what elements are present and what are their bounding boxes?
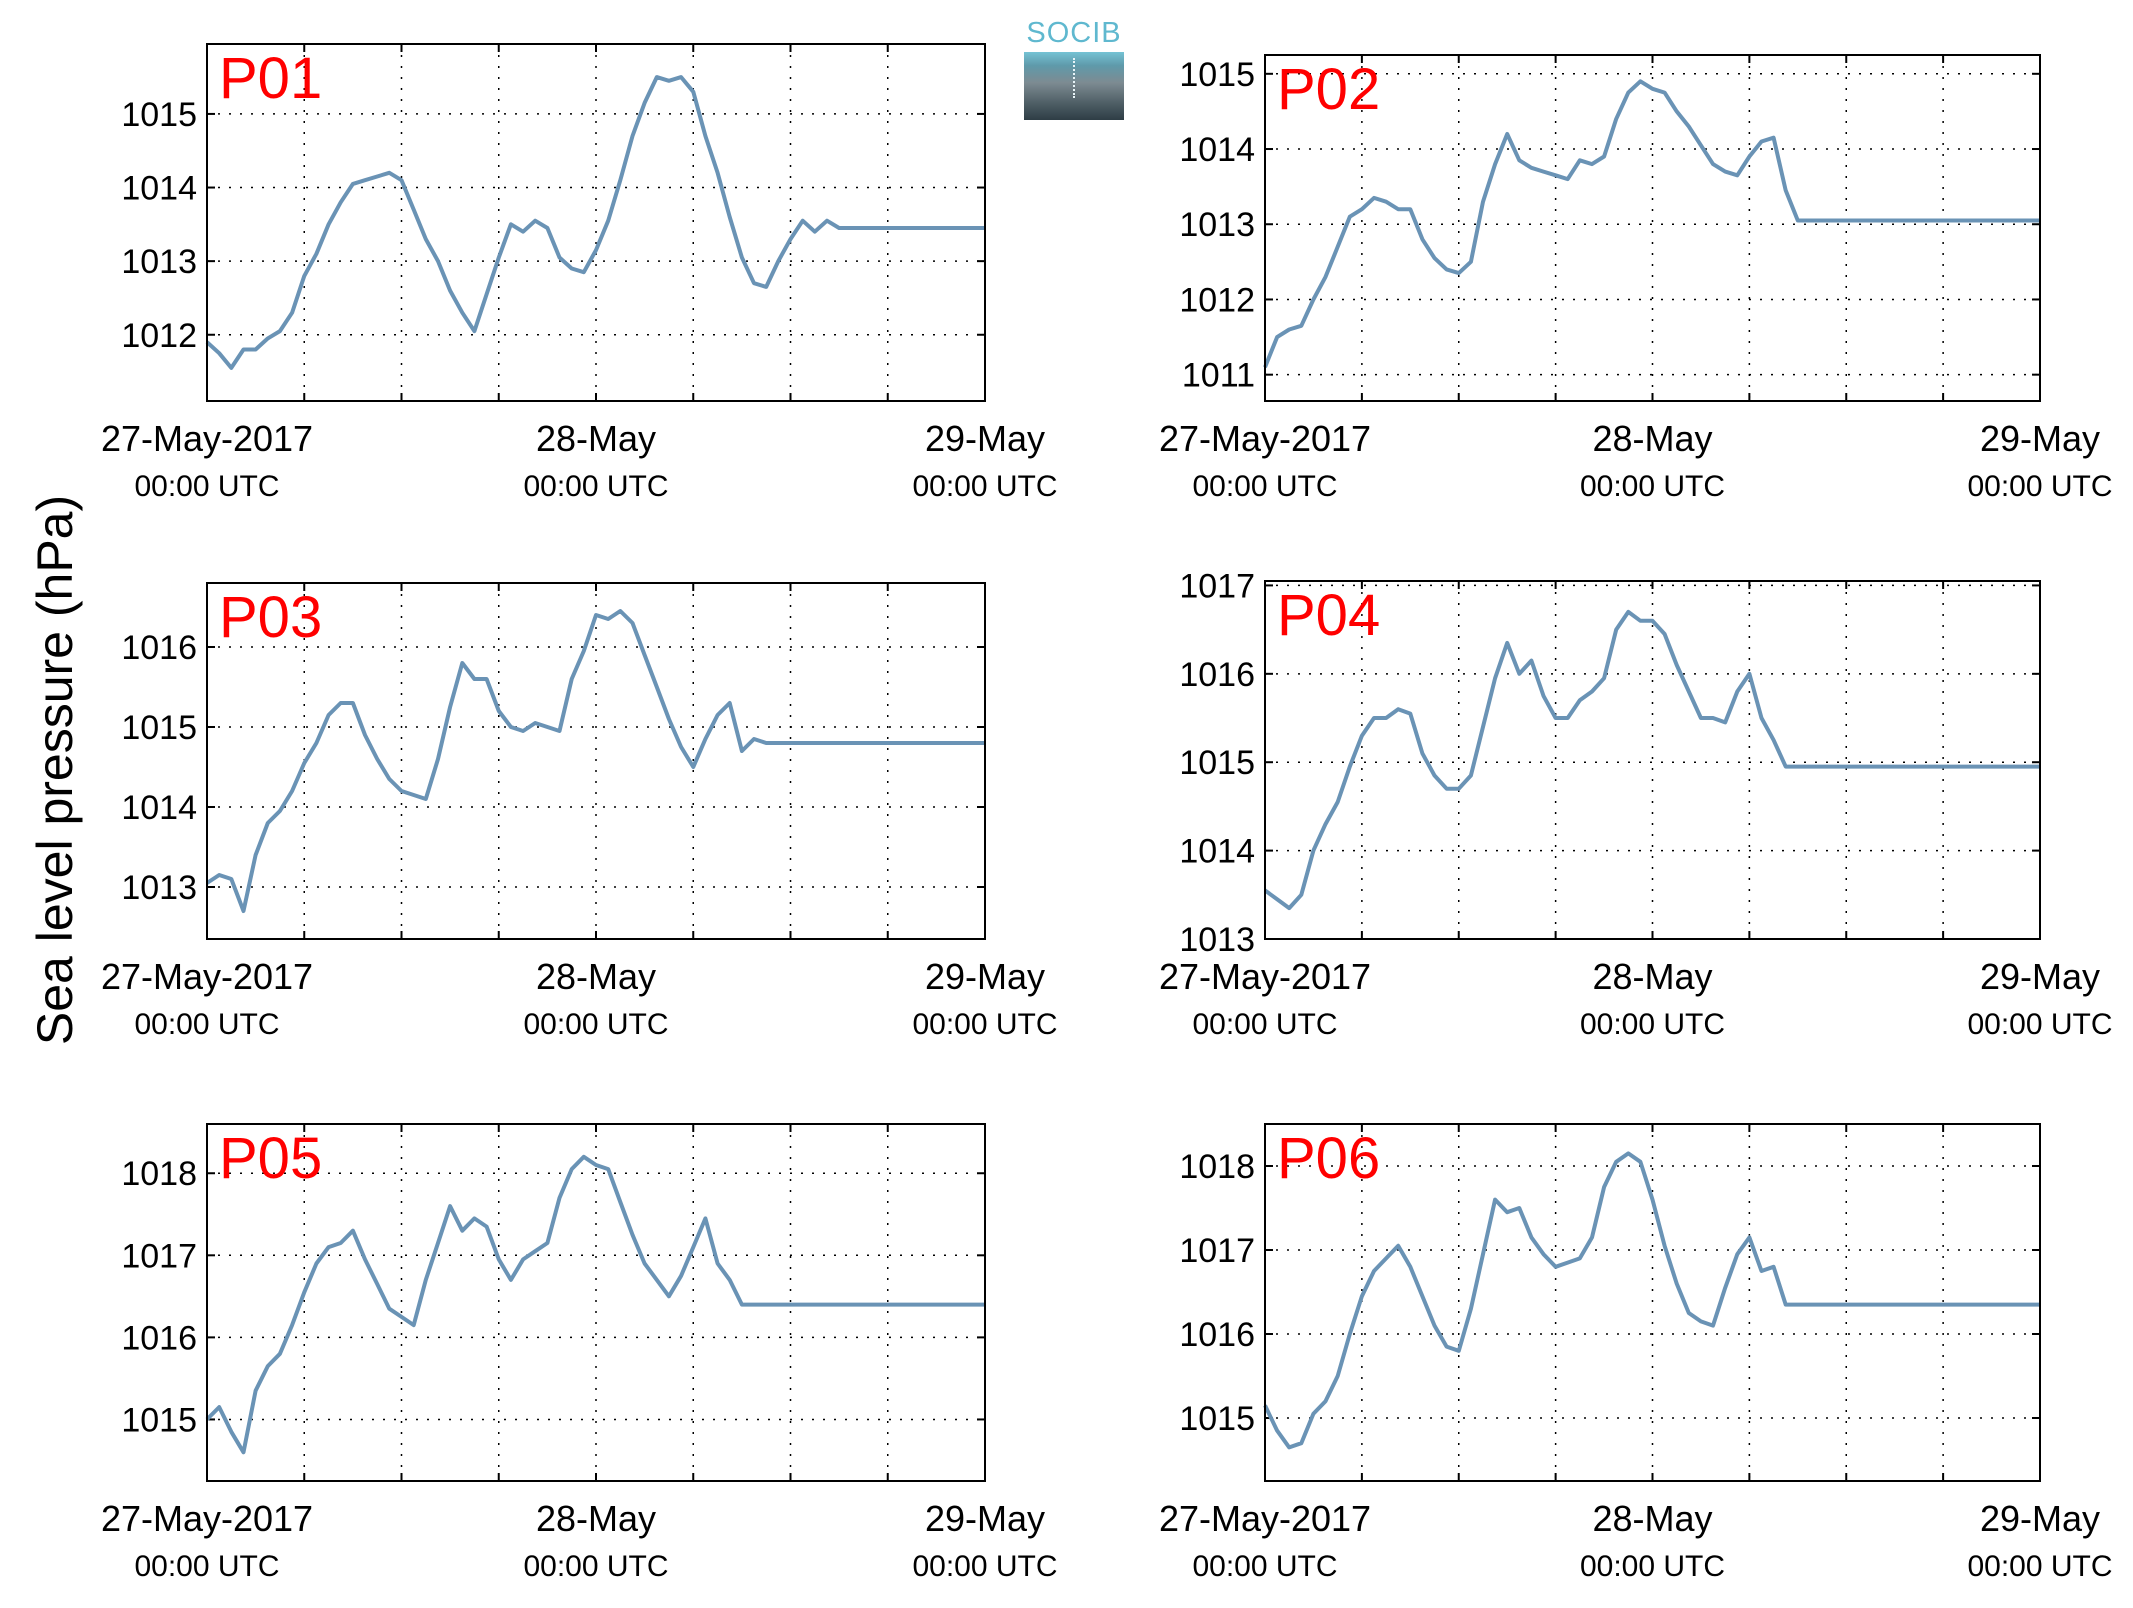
panel-label: P01 [219,46,322,111]
y-tick-label: 1015 [121,1401,197,1439]
y-tick-label: 1016 [1179,656,1255,694]
x-tick-label-date: 29-May [1980,1498,2100,1539]
x-tick-label-time: 00:00 UTC [1192,1550,1337,1583]
axes-frame [206,582,986,940]
y-tick-label: 1015 [1179,56,1255,94]
panel-label: P06 [1277,1126,1380,1191]
panel-p03: 1013 1014 1015 1016 27-May-2017 00:00 UTC 28-M… [101,582,1058,1041]
axes-frame [206,1123,986,1482]
socib-logo: SOCIB [1024,18,1124,120]
y-tick-label: 1013 [121,869,197,907]
y-tick-label: 1016 [121,629,197,667]
x-tick-label-date: 28-May [536,1498,656,1539]
y-tick-label: 1011 [1182,357,1255,395]
panel-p02: 1011 1012 1013 1014 1015 27-May-2017 00:00 UTC… [1159,54,2113,503]
y-tick-label: 1014 [121,170,197,208]
x-tick-label-time: 00:00 UTC [1967,1008,2112,1041]
panel-p05: 1015 1016 1017 1018 27-May-2017 00:00 UTC 28-M… [101,1123,1058,1583]
y-tick-label: 1017 [1179,567,1255,605]
x-tick-label-time: 00:00 UTC [1192,1008,1337,1041]
panel-p06: 1015 1016 1017 1018 27-May-2017 00:00 UTC 28-M… [1159,1123,2113,1583]
x-tick-label-date: 28-May [1592,956,1712,997]
x-tick-label-time: 00:00 UTC [523,1550,668,1583]
series-line-p06 [1263,1151,2040,1450]
y-tick-label: 1014 [121,789,197,827]
x-tick-label-time: 00:00 UTC [523,470,668,503]
x-tick-label-date: 28-May [1592,418,1712,459]
x-tick-label-date: 28-May [536,956,656,997]
axes-frame [206,43,986,402]
y-tick-label: 1017 [1179,1232,1255,1270]
panel-label: P02 [1277,57,1380,122]
x-tick-label-time: 00:00 UTC [1580,1550,1725,1583]
series-line-p01 [205,75,985,370]
x-tick-label-time: 00:00 UTC [134,470,279,503]
x-tick-label-date: 29-May [925,418,1045,459]
logo-dots [1073,58,1075,98]
panel-label: P05 [219,1126,322,1191]
panel-p04: 1013 1014 1015 1016 1017 27-May-2017 00:00 UTC… [1159,567,2113,1041]
panel-label: P04 [1277,583,1380,648]
series-line-p05 [205,1154,985,1455]
x-tick-label-date: 27-May-2017 [101,956,313,997]
y-tick-label: 1016 [1179,1316,1255,1354]
panel-p01: 1012 1013 1014 1015 27-May-2017 00:00 UTC 28-M… [101,43,1058,503]
y-tick-label: 1013 [1179,206,1255,244]
x-tick-label-date: 29-May [1980,418,2100,459]
panel-label: P03 [219,585,322,650]
axes-frame [1264,580,2041,940]
x-tick-label-time: 00:00 UTC [1580,1008,1725,1041]
logo-text: SOCIB [1026,17,1122,49]
y-tick-label: 1016 [121,1319,197,1357]
x-tick-label-time: 00:00 UTC [1967,1550,2112,1583]
y-tick-label: 1013 [121,243,197,281]
axes-frame [1264,1123,2041,1482]
x-tick-label-date: 28-May [536,418,656,459]
x-tick-label-time: 00:00 UTC [523,1008,668,1041]
x-tick-label-time: 00:00 UTC [134,1008,279,1041]
x-tick-label-time: 00:00 UTC [912,1550,1057,1583]
x-tick-label-date: 27-May-2017 [101,418,313,459]
x-tick-label-date: 29-May [925,1498,1045,1539]
y-tick-label: 1015 [1179,744,1255,782]
x-tick-label-time: 00:00 UTC [912,1008,1057,1041]
y-tick-label: 1015 [1179,1400,1255,1438]
x-tick-label-time: 00:00 UTC [1192,470,1337,503]
x-tick-label-time: 00:00 UTC [1967,470,2112,503]
x-tick-label-date: 29-May [925,956,1045,997]
y-tick-label: 1015 [121,96,197,134]
y-tick-label: 1012 [1179,281,1255,319]
series-line-p04 [1263,609,2040,911]
x-tick-label-time: 00:00 UTC [912,470,1057,503]
y-tick-label: 1017 [121,1237,197,1275]
x-tick-label-date: 27-May-2017 [1159,418,1371,459]
x-tick-label-date: 27-May-2017 [101,1498,313,1539]
y-tick-label: 1015 [121,709,197,747]
y-tick-label: 1018 [1179,1148,1255,1186]
series-line-p02 [1263,79,2040,368]
y-tick-label: 1014 [1179,131,1255,169]
y-axis-label-text: Sea level pressure (hPa) [27,494,83,1046]
x-tick-label-time: 00:00 UTC [134,1550,279,1583]
y-tick-label: 1018 [121,1155,197,1193]
x-tick-label-date: 29-May [1980,956,2100,997]
x-tick-label-date: 27-May-2017 [1159,956,1371,997]
series-line-p03 [205,609,985,913]
y-tick-label: 1012 [121,317,197,355]
axes-frame [1264,54,2041,402]
x-tick-label-date: 27-May-2017 [1159,1498,1371,1539]
y-tick-label: 1014 [1179,833,1255,871]
y-tick-label: 1013 [1179,921,1255,959]
x-tick-label-date: 28-May [1592,1498,1712,1539]
x-tick-label-time: 00:00 UTC [1580,470,1725,503]
